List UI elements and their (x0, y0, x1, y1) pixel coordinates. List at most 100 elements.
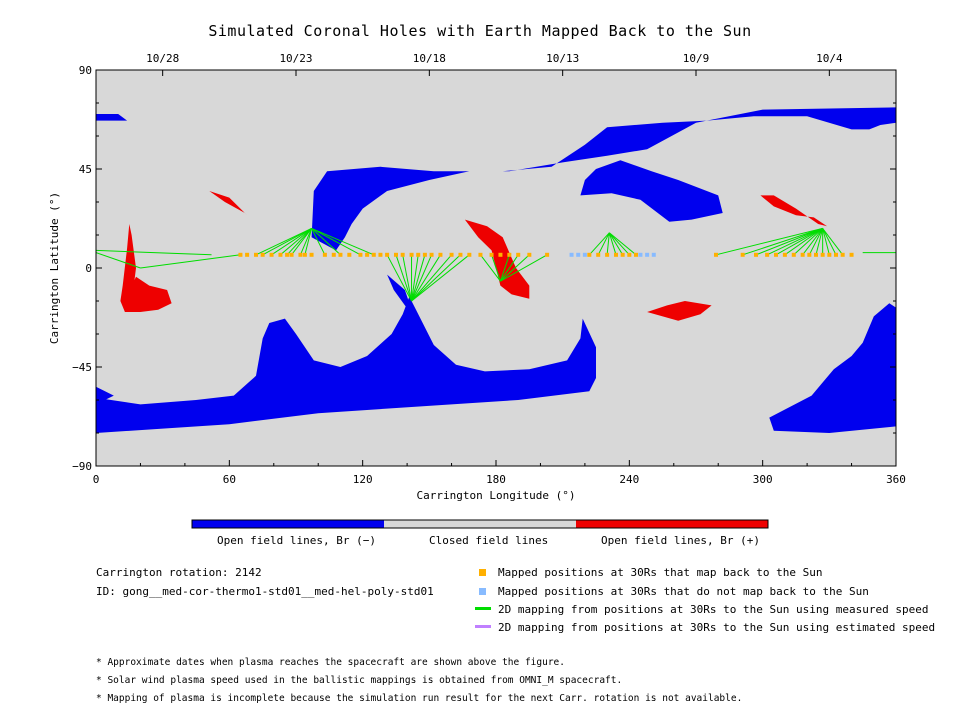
measured-speed-mapping-line (606, 232, 610, 255)
open-field-negative-region (311, 107, 896, 251)
x-tick-label: 120 (353, 473, 373, 486)
legend-line-estimated (475, 625, 491, 628)
mapped-position-point (498, 252, 503, 257)
measured-speed-mapping-line (499, 254, 510, 282)
mapped-position-point (245, 252, 250, 257)
measured-speed-mapping-line (411, 254, 461, 302)
legend-label-not-mapped: Mapped positions at 30Rs that do not map… (498, 585, 869, 598)
legend-label-measured: 2D mapping from positions at 30Rs to the… (498, 603, 929, 616)
mapped-position-point (458, 252, 463, 257)
mapped-position-point (754, 252, 758, 257)
measured-speed-mapping-line (271, 227, 312, 256)
mapped-position-point (545, 252, 550, 257)
measured-speed-mapping-line (291, 228, 312, 256)
measured-speed-mapping-line (822, 228, 830, 255)
measured-speed-mapping-line (755, 227, 823, 256)
colorbar-label-positive: Open field lines, Br (+) (601, 534, 760, 547)
mapped-position-point (489, 252, 494, 257)
mapped-position-point (378, 252, 383, 257)
open-field-negative-region (96, 296, 596, 433)
measured-speed-mapping-line (500, 254, 548, 282)
note-speed-source: * Solar wind plasma speed used in the ba… (96, 675, 623, 686)
mapped-position-point (765, 252, 770, 257)
legend-swatch-not-mapped (479, 588, 486, 595)
colorbar-label-closed: Closed field lines (429, 534, 549, 547)
mapped-position-point (400, 252, 405, 257)
mapped-position-point (605, 252, 610, 257)
measured-speed-mapping-line (597, 232, 610, 256)
mapped-position-point (394, 252, 398, 257)
measured-speed-mapping-line (411, 254, 470, 302)
measured-speed-mapping-line (386, 254, 412, 302)
open-field-negative-region (769, 303, 896, 433)
mapped-position-point (782, 252, 787, 257)
open-field-positive-region (209, 191, 248, 216)
mapped-position-point (467, 252, 472, 257)
mapped-position-point (347, 252, 352, 257)
measured-speed-mapping-line (480, 254, 501, 282)
measured-speed-mapping-line (766, 227, 823, 256)
x-axis-title: Carrington Longitude (°) (417, 489, 576, 502)
open-field-negative-region (96, 114, 128, 121)
x-tick-label: 60 (223, 473, 236, 486)
legend-line-measured (475, 607, 491, 610)
mapped-position-point (800, 252, 805, 257)
mapped-position-point (834, 252, 838, 257)
measured-speed-mapping-line (775, 227, 823, 256)
measured-speed-mapping-line (311, 227, 361, 256)
measured-speed-mapping-line (608, 232, 617, 255)
open-field-positive-region (464, 219, 530, 299)
carrington-rotation: Carrington rotation: 2142 (96, 566, 262, 579)
mapped-position-point (278, 252, 283, 257)
mapped-position-point (740, 252, 745, 257)
measured-speed-mapping-line (822, 228, 844, 256)
open-field-negative-region (387, 274, 414, 317)
mapped-position-point (849, 252, 854, 257)
measured-speed-mapping-line (411, 254, 426, 302)
plot-area (96, 107, 896, 433)
measured-speed-mapping-line (808, 228, 824, 256)
mapped-position-point (385, 252, 390, 257)
measured-speed-mapping-line (96, 252, 141, 269)
measured-speed-mapping-line (311, 227, 374, 256)
legend-label-estimated: 2D mapping from positions at 30Rs to the… (498, 621, 936, 634)
mapped-position-point (358, 252, 363, 257)
top-date-label: 10/23 (279, 52, 312, 65)
x-tick-label: 0 (93, 473, 100, 486)
mapped-position-point (309, 252, 314, 257)
mapped-position-point (634, 252, 638, 257)
measured-speed-mapping-line (411, 254, 419, 302)
measured-speed-mapping-line (255, 227, 312, 256)
y-tick-label: 45 (79, 163, 92, 176)
measured-speed-mapping-line (500, 254, 519, 282)
mapped-position-point (254, 252, 258, 257)
measured-speed-mapping-line (822, 228, 837, 256)
mapped-position-point (371, 252, 376, 257)
measured-speed-mapping-line (299, 228, 313, 255)
colorbar-negative (192, 520, 384, 528)
unmapped-position-point (638, 252, 643, 257)
note-dates: * Approximate dates when plasma reaches … (96, 657, 565, 668)
top-date-label: 10/4 (816, 52, 843, 65)
unmapped-position-point (582, 252, 587, 257)
measured-speed-mapping-line (96, 249, 212, 256)
colorbar-label-negative: Open field lines, Br (−) (217, 534, 376, 547)
mapped-position-point (298, 252, 303, 257)
mapped-position-point (827, 252, 832, 257)
mapped-position-point (791, 252, 796, 257)
legend-label-mapped: Mapped positions at 30Rs that map back t… (498, 566, 823, 579)
mapped-position-point (807, 252, 812, 257)
mapped-position-point (269, 252, 274, 257)
mapped-position-point (478, 252, 483, 257)
y-axis-title: Carrington Latitude (°) (48, 192, 61, 344)
mapped-position-point (620, 252, 625, 257)
unmapped-position-point (651, 252, 656, 257)
mapped-position-point (302, 252, 307, 257)
legend-swatch-mapped (479, 569, 486, 576)
unmapped-position-point (576, 252, 581, 257)
measured-speed-mapping-line (280, 228, 312, 256)
mapped-position-point (527, 252, 532, 257)
mapped-position-point (422, 252, 427, 257)
measured-speed-mapping-line (411, 254, 452, 302)
